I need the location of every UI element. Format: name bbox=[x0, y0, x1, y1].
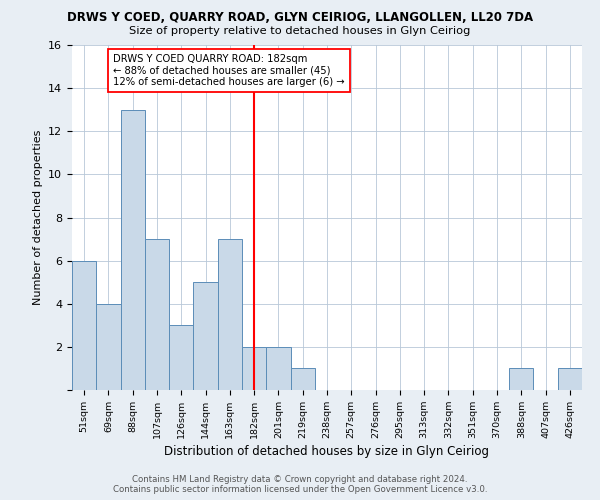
Text: Contains HM Land Registry data © Crown copyright and database right 2024.
Contai: Contains HM Land Registry data © Crown c… bbox=[113, 474, 487, 494]
Bar bbox=[218, 239, 242, 390]
Bar bbox=[121, 110, 145, 390]
Bar bbox=[169, 326, 193, 390]
Bar bbox=[290, 368, 315, 390]
Bar bbox=[72, 260, 96, 390]
Bar bbox=[242, 347, 266, 390]
Bar bbox=[558, 368, 582, 390]
Text: DRWS Y COED QUARRY ROAD: 182sqm
← 88% of detached houses are smaller (45)
12% of: DRWS Y COED QUARRY ROAD: 182sqm ← 88% of… bbox=[113, 54, 345, 87]
Bar bbox=[145, 239, 169, 390]
Text: Size of property relative to detached houses in Glyn Ceiriog: Size of property relative to detached ho… bbox=[130, 26, 470, 36]
Bar bbox=[509, 368, 533, 390]
Y-axis label: Number of detached properties: Number of detached properties bbox=[32, 130, 43, 305]
Bar bbox=[193, 282, 218, 390]
Bar bbox=[266, 347, 290, 390]
Text: DRWS Y COED, QUARRY ROAD, GLYN CEIRIOG, LLANGOLLEN, LL20 7DA: DRWS Y COED, QUARRY ROAD, GLYN CEIRIOG, … bbox=[67, 11, 533, 24]
X-axis label: Distribution of detached houses by size in Glyn Ceiriog: Distribution of detached houses by size … bbox=[164, 445, 490, 458]
Bar bbox=[96, 304, 121, 390]
